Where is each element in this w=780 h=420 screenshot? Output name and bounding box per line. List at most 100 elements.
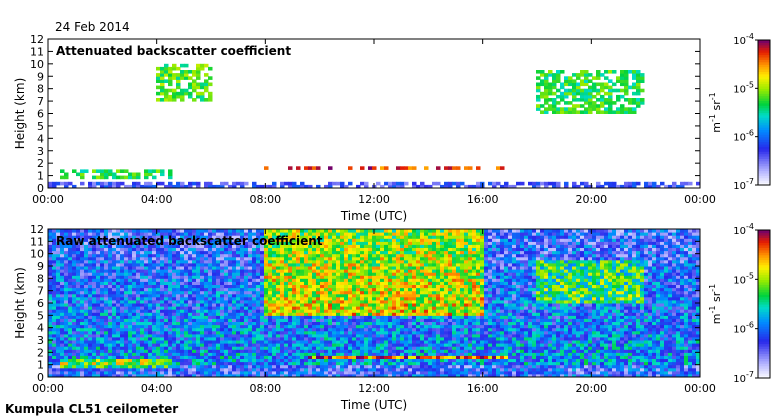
heatmap-cell xyxy=(192,259,197,264)
heatmap-cell xyxy=(116,281,121,285)
heatmap-cell xyxy=(68,293,73,298)
heatmap-cell xyxy=(340,272,345,276)
heatmap-cell xyxy=(388,367,393,372)
heatmap-cell xyxy=(108,346,113,350)
heatmap-cell xyxy=(136,340,141,344)
heatmap-cell xyxy=(384,266,389,270)
heatmap-cell xyxy=(104,238,109,242)
heatmap-cell xyxy=(300,250,305,255)
heatmap-cell xyxy=(228,229,233,233)
heatmap-cell xyxy=(248,330,253,335)
heatmap-cell xyxy=(620,110,625,114)
heatmap-cell xyxy=(532,181,537,186)
heatmap-cell xyxy=(376,355,381,359)
heatmap-cell xyxy=(372,318,377,322)
heatmap-cell xyxy=(620,104,625,108)
heatmap-cell xyxy=(56,343,61,347)
heatmap-cell xyxy=(152,343,157,347)
heatmap-cell xyxy=(372,247,377,252)
heatmap-cell xyxy=(84,235,89,239)
heatmap-cell xyxy=(568,107,573,111)
heatmap-cell xyxy=(360,364,365,369)
heatmap-cell xyxy=(244,275,249,279)
heatmap-cell xyxy=(628,98,633,102)
heatmap-cell xyxy=(312,303,317,307)
heatmap-cell xyxy=(144,373,149,378)
heatmap-cell xyxy=(300,306,305,310)
heatmap-cell xyxy=(112,256,117,261)
heatmap-cell xyxy=(384,346,389,350)
heatmap-cell xyxy=(336,364,341,369)
heatmap-cell xyxy=(84,272,89,276)
heatmap-cell xyxy=(180,324,185,329)
heatmap-cell xyxy=(212,241,217,245)
heatmap-cell xyxy=(200,272,205,276)
heatmap-cell xyxy=(388,330,393,335)
heatmap-cell xyxy=(64,336,69,341)
heatmap-cell xyxy=(276,340,281,344)
heatmap-cell xyxy=(116,287,121,292)
heatmap-cell xyxy=(56,352,61,356)
heatmap-cell xyxy=(136,287,141,292)
heatmap-cell xyxy=(76,238,81,242)
heatmap-cell xyxy=(632,82,637,87)
heatmap-cell xyxy=(304,290,309,295)
heatmap-cell xyxy=(228,349,233,353)
heatmap-cell xyxy=(124,175,129,180)
heatmap-cell xyxy=(164,373,169,378)
x-tick-label: 00:00 xyxy=(684,193,716,206)
heatmap-cell xyxy=(252,364,257,369)
heatmap-cell xyxy=(164,340,169,344)
heatmap-cell xyxy=(360,275,365,279)
heatmap-cell xyxy=(84,327,89,332)
heatmap-cell xyxy=(292,262,297,267)
heatmap-cell xyxy=(296,293,301,298)
heatmap-cell xyxy=(132,340,137,344)
heatmap-cell xyxy=(316,244,321,248)
heatmap-cell xyxy=(84,367,89,372)
heatmap-cell xyxy=(144,330,149,335)
heatmap-cell xyxy=(56,309,61,313)
heatmap-cell xyxy=(72,256,77,261)
heatmap-cell xyxy=(376,352,381,356)
heatmap-cell xyxy=(628,85,633,90)
heatmap-cell xyxy=(348,269,353,273)
heatmap-cell xyxy=(120,333,125,338)
heatmap-cell xyxy=(220,327,225,332)
heatmap-cell xyxy=(280,321,285,326)
heatmap-cell xyxy=(104,250,109,255)
heatmap-cell xyxy=(224,232,229,236)
heatmap-cell xyxy=(88,253,93,258)
heatmap-cell xyxy=(376,309,381,313)
heatmap-cell xyxy=(148,269,153,273)
heatmap-cell xyxy=(200,370,205,375)
heatmap-cell xyxy=(256,296,261,301)
heatmap-cell xyxy=(208,232,213,236)
heatmap-cell xyxy=(316,238,321,242)
heatmap-cell xyxy=(144,306,149,310)
heatmap-cell xyxy=(132,330,137,335)
heatmap-cell xyxy=(52,259,57,264)
heatmap-cell xyxy=(360,361,365,366)
heatmap-cell xyxy=(160,241,165,245)
heatmap-cell xyxy=(352,241,357,245)
heatmap-cell xyxy=(48,318,53,322)
heatmap-cell xyxy=(344,352,349,356)
heatmap-cell xyxy=(196,232,201,236)
heatmap-cell xyxy=(280,241,285,245)
heatmap-cell xyxy=(544,76,549,80)
heatmap-cell xyxy=(280,327,285,332)
heatmap-cell xyxy=(68,229,73,233)
heatmap-cell xyxy=(396,352,401,356)
heatmap-cell xyxy=(112,370,117,375)
heatmap-cell xyxy=(124,232,129,236)
heatmap-cell xyxy=(572,98,577,102)
heatmap-cell xyxy=(360,287,365,292)
heatmap-cell xyxy=(200,250,205,255)
heatmap-cell xyxy=(388,275,393,279)
heatmap-cell xyxy=(224,373,229,378)
heatmap-cell xyxy=(256,358,261,363)
heatmap-cell xyxy=(168,321,173,326)
heatmap-cell xyxy=(244,290,249,295)
heatmap-cell xyxy=(220,336,225,341)
